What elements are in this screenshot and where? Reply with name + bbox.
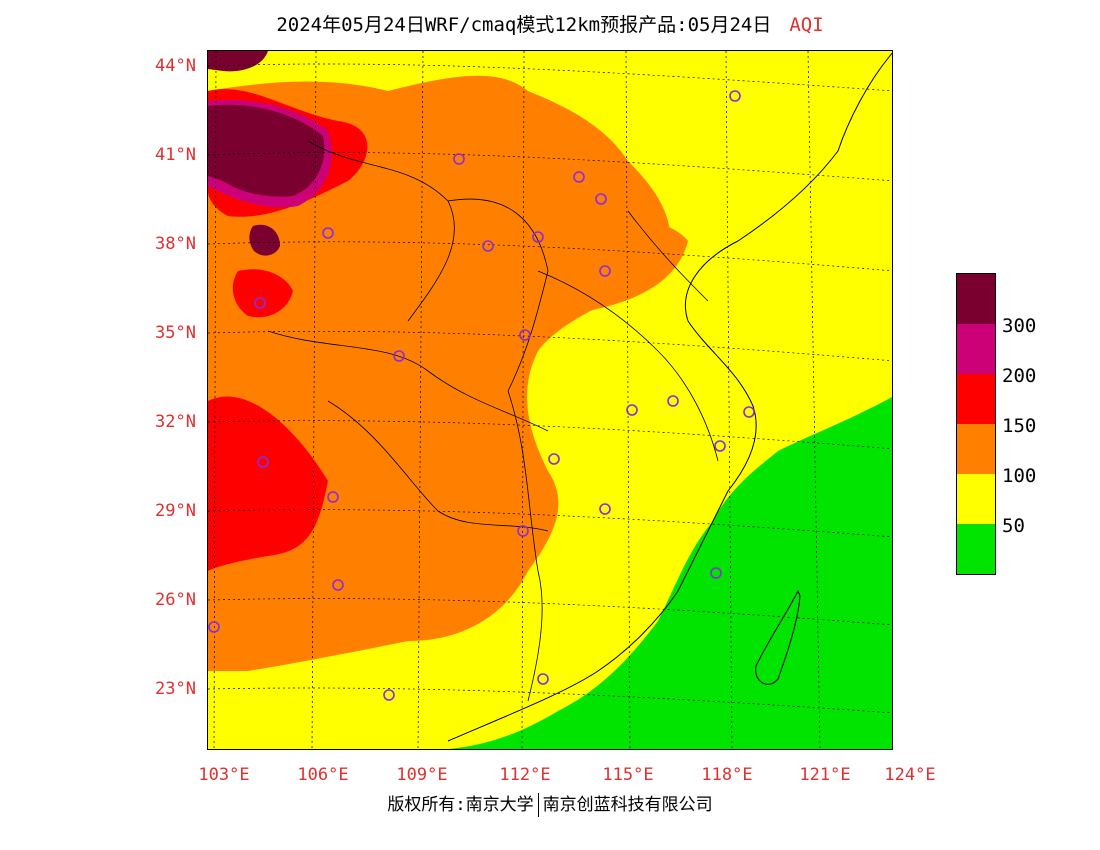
copyright-left: 版权所有:南京大学 [387,795,534,815]
aqi-legend [956,273,996,575]
lat-label-26: 26°N [155,590,196,610]
lat-label-38: 38°N [155,234,196,254]
copyright-right: 南京创蓝科技有限公司 [542,795,713,815]
lon-label-124: 124°E [884,765,936,785]
lon-label-112: 112°E [499,765,551,785]
legend-swatch-hazardous [957,274,995,324]
legend-swatch-moderate [957,474,995,524]
footer-separator [537,793,539,817]
legend-label-200: 200 [1002,365,1037,387]
lat-label-29: 29°N [155,501,196,521]
map-svg [208,51,892,749]
lat-label-35: 35°N [155,323,196,343]
legend-label-150: 150 [1002,415,1037,437]
legend-label-100: 100 [1002,465,1037,487]
lon-label-106: 106°E [297,765,349,785]
legend-swatch-sensitive [957,424,995,474]
title-text: 2024年05月24日WRF/cmaq模式12km预报产品:05月24日 [276,14,772,36]
lat-label-44: 44°N [155,56,196,76]
lat-label-41: 41°N [155,145,196,165]
lon-label-118: 118°E [701,765,753,785]
legend-swatch-unhealthy [957,374,995,424]
legend-label-300: 300 [1002,315,1037,337]
lat-label-23: 23°N [155,679,196,699]
copyright-footer: 版权所有:南京大学 南京创蓝科技有限公司 [0,790,1100,817]
title-variable: AQI [789,14,824,36]
legend-swatch-good [957,524,995,574]
lon-label-103: 103°E [198,765,250,785]
map-title: 2024年05月24日WRF/cmaq模式12km预报产品:05月24日 AQI [0,10,1100,37]
legend-label-50: 50 [1002,515,1025,537]
lat-label-32: 32°N [155,412,196,432]
lon-label-109: 109°E [396,765,448,785]
lon-label-115: 115°E [602,765,654,785]
aqi-forecast-map [207,50,893,750]
legend-swatch-very-unhealthy [957,324,995,374]
lon-label-121: 121°E [799,765,851,785]
